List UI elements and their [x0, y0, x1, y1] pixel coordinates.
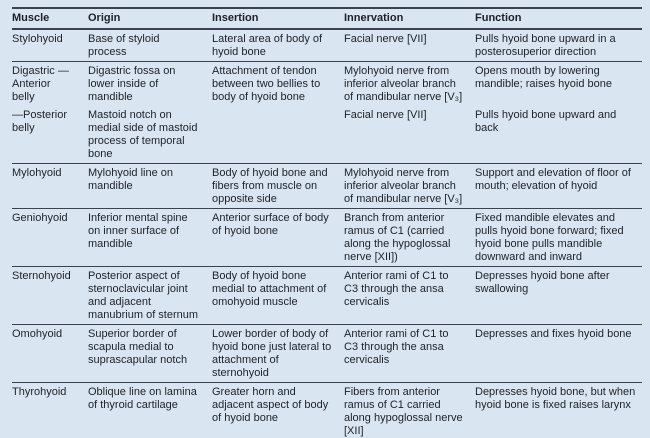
cell-innervation: Anterior rami of C1 to C3 through the an…	[344, 324, 475, 383]
cell-function: Pulls hyoid bone upward and back	[475, 109, 617, 134]
cell-muscle: Mylohyoid	[12, 163, 88, 209]
cell-function: Depresses hyoid bone, but when hyoid bon…	[475, 382, 642, 438]
cell-function: Depresses and fixes hyoid bone	[475, 324, 642, 383]
column-header-insertion: Insertion	[212, 7, 344, 30]
cell-innervation: Facial nerve [VII]	[344, 28, 475, 62]
column-header-innervation: Innervation	[344, 7, 475, 30]
cell-insertion: Anterior surface of body of hyoid bone	[212, 208, 344, 267]
cell-function: Opens mouth by lowering mandible; raises…	[475, 61, 642, 106]
cell-function: Fixed mandible elevates and pulls hyoid …	[475, 208, 642, 267]
cell-innervation: Fibers from anterior ramus of C1 carried…	[344, 382, 475, 438]
table-row-digastric-posterior: —Posterior belly Mastoid notch on medial…	[12, 106, 642, 164]
cell-origin: Mastoid notch on medial side of mastoid …	[88, 109, 198, 160]
cell-muscle: Geniohyoid	[12, 208, 88, 267]
cell-insertion: Lateral area of body of hyoid bone	[212, 28, 344, 62]
table-row-thyrohyoid: Thyrohyoid Oblique line on lamina of thy…	[12, 382, 642, 438]
cell-insertion: Greater horn and adjacent aspect of body…	[212, 382, 344, 438]
column-header-origin: Origin	[88, 7, 212, 30]
cell-insertion	[212, 106, 344, 164]
column-header-function: Function	[475, 7, 642, 30]
cell-muscle: —Posterior belly	[12, 109, 68, 134]
table-row-sternohyoid: Sternohyoid Posterior aspect of sternocl…	[12, 266, 642, 325]
cell-innervation: Branch from anterior ramus of C1 (carrie…	[344, 208, 475, 267]
cell-insertion: Body of hyoid bone medial to attachment …	[212, 266, 344, 325]
table-row-digastric-anterior: Digastric —Anterior belly Digastric foss…	[12, 61, 642, 106]
table-row-geniohyoid: Geniohyoid Inferior mental spine on inne…	[12, 208, 642, 267]
cell-innervation: Mylohyoid nerve from inferior alveolar b…	[344, 61, 475, 106]
cell-function: Support and elevation of floor of mouth;…	[475, 163, 642, 209]
cell-muscle: Digastric —Anterior belly	[12, 61, 88, 106]
table-row-mylohyoid: Mylohyoid Mylohyoid line on mandible Bod…	[12, 163, 642, 209]
cell-muscle: Omohyoid	[12, 324, 88, 383]
cell-origin: Inferior mental spine on inner surface o…	[88, 208, 212, 267]
cell-insertion: Body of hyoid bone and fibers from muscl…	[212, 163, 344, 209]
cell-origin: Mylohyoid line on mandible	[88, 163, 212, 209]
cell-origin: Oblique line on lamina of thyroid cartil…	[88, 382, 212, 438]
cell-origin: Posterior aspect of sternoclavicular joi…	[88, 266, 212, 325]
column-header-muscle: Muscle	[12, 7, 88, 30]
cell-innervation: Mylohyoid nerve from inferior alveolar b…	[344, 163, 475, 209]
cell-origin: Digastric fossa on lower inside of mandi…	[88, 61, 212, 106]
cell-function: Pulls hyoid bone upward in a posterosupe…	[475, 28, 642, 62]
cell-function: Depresses hyoid bone after swallowing	[475, 266, 642, 325]
cell-innervation: Facial nerve [VII]	[344, 109, 427, 121]
table-row-stylohyoid: Stylohyoid Base of styloid process Later…	[12, 28, 642, 62]
header-row: Muscle Origin Insertion Innervation Func…	[12, 7, 642, 30]
muscles-table: Muscle Origin Insertion Innervation Func…	[12, 7, 642, 438]
cell-innervation: Anterior rami of C1 to C3 through the an…	[344, 266, 475, 325]
cell-origin: Base of styloid process	[88, 28, 212, 62]
cell-insertion: Attachment of tendon between two bellies…	[212, 61, 344, 106]
cell-muscle: Stylohyoid	[12, 28, 88, 62]
cell-muscle: Thyrohyoid	[12, 382, 88, 438]
table-row-omohyoid: Omohyoid Superior border of scapula medi…	[12, 324, 642, 383]
cell-origin: Superior border of scapula medial to sup…	[88, 324, 212, 383]
cell-muscle: Sternohyoid	[12, 266, 88, 325]
cell-insertion: Lower border of body of hyoid bone just …	[212, 324, 344, 383]
